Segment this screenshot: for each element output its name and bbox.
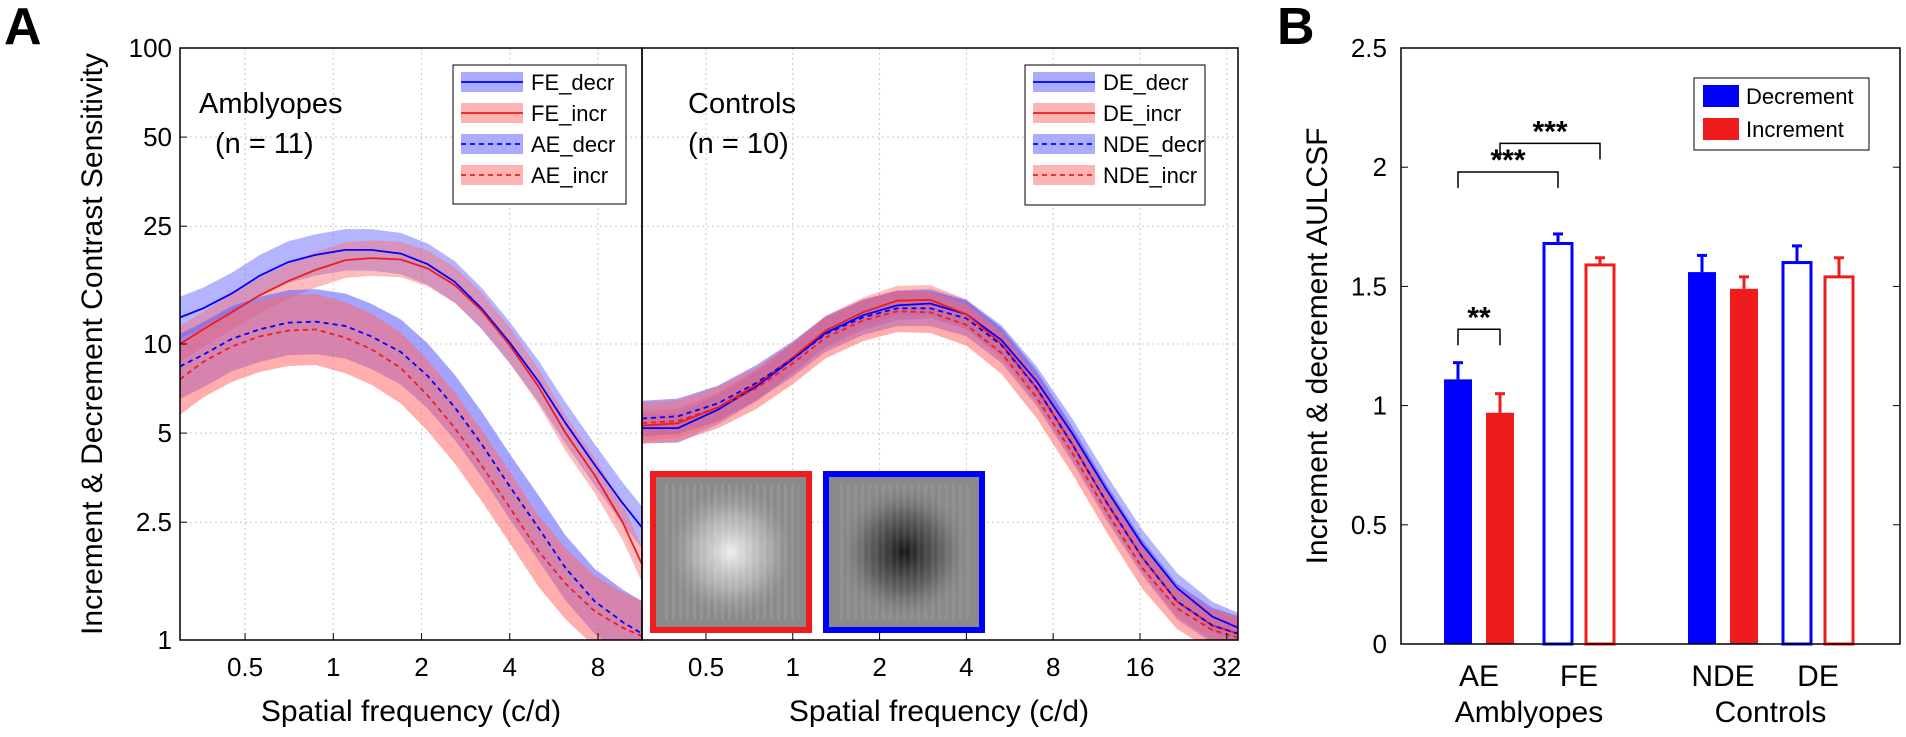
y-tick-label: 2.5 — [1351, 33, 1387, 63]
x-axis-label-amblyopes: Spatial frequency (c/d) — [261, 695, 561, 728]
legend-amblyopes: FE_decr FE_incr AE_decr AE_incr — [452, 64, 627, 205]
x-tick-label: 32 — [1212, 652, 1241, 682]
x-tick-label: 2 — [872, 652, 886, 682]
bar-de-decrement — [1781, 261, 1813, 646]
panel-label-a: A — [4, 0, 42, 56]
x-tick-label: 1 — [786, 652, 800, 682]
y-tick-label: 25 — [143, 211, 172, 241]
legend-label: AE_incr — [531, 163, 608, 188]
x-tick-label: 0.5 — [227, 652, 263, 682]
legend-aulcsf: Decrement Increment — [1693, 77, 1870, 151]
legend-label: NDE_decr — [1103, 132, 1204, 157]
bar-de-increment — [1823, 275, 1855, 646]
controls-n: (n = 10) — [688, 128, 789, 160]
significance-annotations: ******** — [1457, 115, 1601, 346]
legend-label-increment: Increment — [1746, 117, 1844, 142]
legend-swatch-increment — [1703, 118, 1739, 140]
y-tick-label: 2.5 — [136, 507, 172, 537]
category-label: FE — [1560, 660, 1598, 693]
category-labels: AE FE NDE DE Amblyopes Controls — [1455, 660, 1839, 729]
series-line-nde-decr — [642, 307, 1238, 635]
legend-label: DE_decr — [1103, 70, 1189, 95]
legend-label: FE_decr — [531, 70, 614, 95]
significance-bracket — [1457, 171, 1559, 188]
stimulus-increment-image — [650, 471, 812, 633]
bands-controls — [642, 285, 1238, 640]
bar-nde-increment — [1730, 288, 1758, 644]
series-line-nde-incr — [642, 310, 1238, 639]
x-tick-label: 1 — [326, 652, 340, 682]
x-tick-label: 2 — [414, 652, 428, 682]
controls-title: Controls — [688, 88, 796, 120]
category-label: DE — [1797, 660, 1839, 693]
category-label: NDE — [1691, 660, 1754, 693]
lines-controls — [642, 298, 1238, 639]
y-tick-label: 1 — [1373, 391, 1387, 421]
bar-fe-increment — [1584, 263, 1616, 646]
ticks-aulcsf: 0 0.5 1 1.5 2 2.5 — [1351, 33, 1900, 659]
series-line-ae-decr — [180, 320, 642, 635]
series-line-ae-incr — [180, 328, 642, 638]
ci-band-ae-incr — [180, 293, 642, 640]
legend-label-decrement: Decrement — [1746, 84, 1854, 109]
x-tick-label: 4 — [503, 652, 517, 682]
series-line-fe-decr — [180, 248, 642, 529]
y-tick-label: 1 — [158, 625, 172, 655]
legend-label: AE_decr — [531, 132, 615, 157]
bar-chart-aulcsf — [1444, 232, 1855, 646]
axes-box-controls — [641, 47, 1239, 641]
x-tick-label: 4 — [959, 652, 973, 682]
bar-ae-increment — [1486, 412, 1514, 644]
amblyopes-n: (n = 11) — [215, 128, 314, 160]
y-tick-label: 1.5 — [1351, 271, 1387, 301]
significance-stars: *** — [1490, 144, 1525, 177]
legend-label: DE_incr — [1103, 101, 1181, 126]
legend-controls: DE_decr DE_incr NDE_decr NDE_incr — [1024, 64, 1206, 206]
significance-bracket — [1457, 328, 1501, 346]
bands-amblyopes — [180, 229, 642, 640]
legend-swatch-decrement — [1703, 85, 1739, 107]
significance-stars: ** — [1467, 301, 1491, 334]
significance-bracket — [1499, 142, 1601, 160]
y-tick-label: 0 — [1373, 629, 1387, 659]
stimulus-decrement-image — [823, 471, 985, 633]
panel-label-b: B — [1277, 0, 1315, 56]
series-line-fe-incr — [180, 257, 642, 565]
series-line-de-decr — [642, 302, 1238, 629]
y-axis-label-b: Increment & decrement AULCSF — [1301, 128, 1334, 565]
y-tick-label: 5 — [158, 418, 172, 448]
category-label: AE — [1459, 660, 1499, 693]
ci-band-nde-incr — [642, 290, 1238, 640]
bar-fe-decrement — [1542, 241, 1574, 646]
group-label: Amblyopes — [1455, 696, 1603, 729]
y-axis-label-a: Increment & Decrement Contrast Sensitivi… — [76, 53, 109, 635]
x-tick-label: 8 — [1046, 652, 1060, 682]
significance-stars: *** — [1532, 115, 1567, 148]
ticks-amblyopes: 0.5 1 2 4 8 1 2.5 5 10 25 50 100 — [129, 33, 606, 682]
axes-box-aulcsf — [1400, 47, 1901, 645]
x-axis-label-controls: Spatial frequency (c/d) — [789, 695, 1089, 728]
ticks-controls: 0.5 1 2 4 8 16 32 — [688, 633, 1241, 682]
x-tick-label: 0.5 — [688, 652, 724, 682]
bar-ae-decrement — [1444, 379, 1472, 644]
group-label: Controls — [1715, 696, 1827, 729]
y-tick-label: 50 — [143, 122, 172, 152]
y-tick-label: 0.5 — [1351, 510, 1387, 540]
legend-label: FE_incr — [531, 101, 607, 126]
x-tick-label: 8 — [591, 652, 605, 682]
ci-band-fe-decr — [180, 229, 642, 549]
y-tick-label: 10 — [143, 329, 172, 359]
amblyopes-title: Amblyopes — [199, 88, 342, 120]
lines-amblyopes — [180, 248, 642, 638]
ci-band-fe-incr — [180, 240, 642, 583]
x-tick-label: 16 — [1126, 652, 1155, 682]
y-tick-label: 100 — [129, 33, 172, 63]
legend-label: NDE_incr — [1103, 163, 1197, 188]
bar-nde-decrement — [1688, 272, 1716, 644]
y-tick-label: 2 — [1373, 152, 1387, 182]
